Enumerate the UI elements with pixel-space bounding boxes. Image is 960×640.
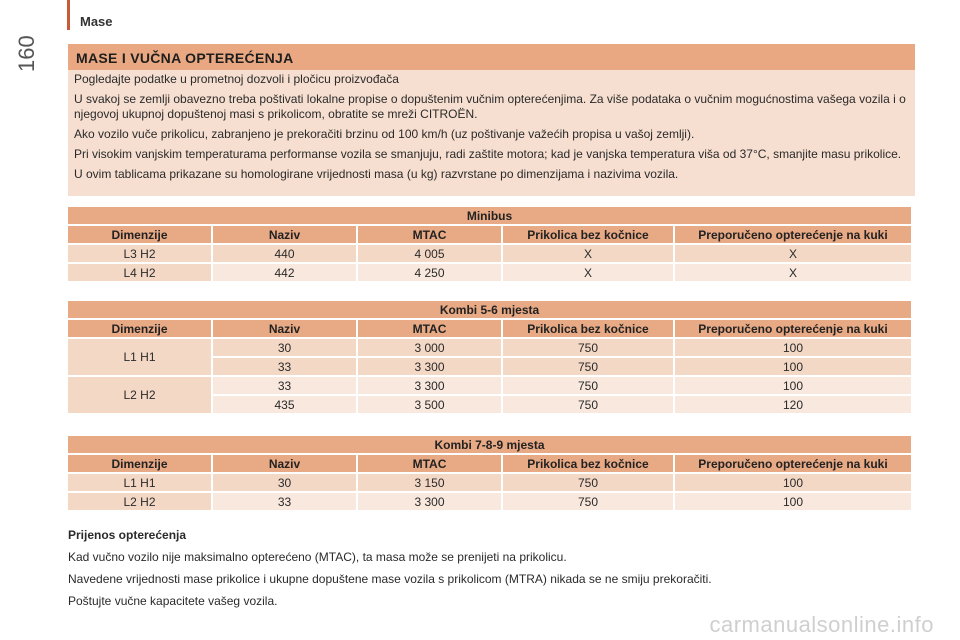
intro-paragraph: Pogledajte podatke u prometnoj dozvoli i… <box>74 72 399 86</box>
column-header: Dimenzije <box>68 226 211 243</box>
table-title: Minibus <box>68 207 911 224</box>
kombi-5-6-table: Kombi 5-6 mjesta Dimenzije Naziv MTAC Pr… <box>66 299 913 415</box>
table-cell: X <box>503 245 673 262</box>
table-cell: 3 300 <box>358 377 501 394</box>
column-header: Prikolica bez kočnice <box>503 226 673 243</box>
section-label: Mase <box>80 14 113 29</box>
column-header: Naziv <box>213 320 356 337</box>
intro-paragraph: Ako vozilo vuče prikolicu, zabranjeno je… <box>74 127 695 141</box>
page-number: 160 <box>14 35 39 72</box>
table-row: L1 H1 30 3 150 750 100 <box>68 474 911 491</box>
table-cell: L2 H2 <box>68 493 211 510</box>
table-cell: 33 <box>213 377 356 394</box>
intro-paragraph: U svakoj se zemlji obavezno treba poštiv… <box>74 92 906 121</box>
table-title: Kombi 5-6 mjesta <box>68 301 911 318</box>
column-header: Naziv <box>213 455 356 472</box>
column-header: Dimenzije <box>68 455 211 472</box>
table-row: 435 3 500 750 120 <box>68 396 911 413</box>
table-row: L2 H2 33 3 300 750 100 <box>68 377 911 413</box>
table-cell: 4 005 <box>358 245 501 262</box>
table-cell: 440 <box>213 245 356 262</box>
column-header: Preporučeno opterećenje na kuki <box>675 226 911 243</box>
table-cell: 3 000 <box>358 339 501 356</box>
table-row: L3 H2 440 4 005 X X <box>68 245 911 262</box>
table-cell: X <box>675 264 911 281</box>
table-cell: 3 150 <box>358 474 501 491</box>
table-cell: L1 H1 <box>68 474 211 491</box>
table-cell: X <box>675 245 911 262</box>
watermark: carmanualsonline.info <box>709 612 934 637</box>
column-header: Preporučeno opterećenje na kuki <box>675 320 911 337</box>
intro-title: MASE I VUČNA OPTEREĆENJA <box>68 44 915 70</box>
table-cell: 30 <box>213 474 356 491</box>
table-cell: 750 <box>503 493 673 510</box>
table-cell: 33 <box>213 493 356 510</box>
column-header: Prikolica bez kočnice <box>503 320 673 337</box>
dimension-cell: L2 H2 <box>68 377 211 413</box>
footer-paragraph: Kad vučno vozilo nije maksimalno optereć… <box>68 550 567 564</box>
table-cell: 3 300 <box>358 493 501 510</box>
table-cell: 33 <box>213 358 356 375</box>
footer-section: Prijenos opterećenja Kad vučno vozilo ni… <box>68 528 918 616</box>
dimension-cell: L1 H1 <box>68 339 211 375</box>
table-cell: 3 500 <box>358 396 501 413</box>
table-cell: L3 H2 <box>68 245 211 262</box>
column-header: MTAC <box>358 320 501 337</box>
table-cell: L4 H2 <box>68 264 211 281</box>
footer-paragraph: Poštujte vučne kapacitete vašeg vozila. <box>68 594 278 608</box>
table-cell: X <box>503 264 673 281</box>
table-cell: 30 <box>213 339 356 356</box>
column-header: Dimenzije <box>68 320 211 337</box>
intro-paragraph: Pri visokim vanjskim temperaturama perfo… <box>74 147 902 161</box>
table-cell: 100 <box>675 493 911 510</box>
footer-title: Prijenos opterećenja <box>68 528 187 542</box>
footer-paragraph: Navedene vrijednosti mase prikolice i uk… <box>68 572 712 586</box>
table-cell: 3 300 <box>358 358 501 375</box>
table-row: L2 H2 33 3 300 750 100 <box>68 493 911 510</box>
column-header: MTAC <box>358 455 501 472</box>
table-cell: 120 <box>675 396 911 413</box>
column-header: MTAC <box>358 226 501 243</box>
table-cell: 750 <box>503 358 673 375</box>
table-cell: 100 <box>675 377 911 394</box>
table-cell: 750 <box>503 339 673 356</box>
column-header: Preporučeno opterećenje na kuki <box>675 455 911 472</box>
table-cell: 100 <box>675 474 911 491</box>
table-cell: 750 <box>503 474 673 491</box>
column-header: Naziv <box>213 226 356 243</box>
intro-box: MASE I VUČNA OPTEREĆENJA Pogledajte poda… <box>68 44 915 196</box>
table-row: L4 H2 442 4 250 X X <box>68 264 911 281</box>
intro-paragraph: U ovim tablicama prikazane su homologira… <box>74 167 679 181</box>
table-row: L1 H1 30 3 000 750 100 <box>68 339 911 375</box>
minibus-table: Minibus Dimenzije Naziv MTAC Prikolica b… <box>66 205 913 283</box>
section-accent-bar <box>67 0 70 30</box>
table-title: Kombi 7-8-9 mjesta <box>68 436 911 453</box>
table-cell: 435 <box>213 396 356 413</box>
kombi-7-8-9-table: Kombi 7-8-9 mjesta Dimenzije Naziv MTAC … <box>66 434 913 512</box>
table-cell: 100 <box>675 339 911 356</box>
table-row: 33 3 300 750 100 <box>68 358 911 375</box>
table-cell: 4 250 <box>358 264 501 281</box>
column-header: Prikolica bez kočnice <box>503 455 673 472</box>
table-cell: 442 <box>213 264 356 281</box>
table-cell: 100 <box>675 358 911 375</box>
intro-body: Pogledajte podatke u prometnoj dozvoli i… <box>68 70 915 182</box>
table-cell: 750 <box>503 396 673 413</box>
table-cell: 750 <box>503 377 673 394</box>
